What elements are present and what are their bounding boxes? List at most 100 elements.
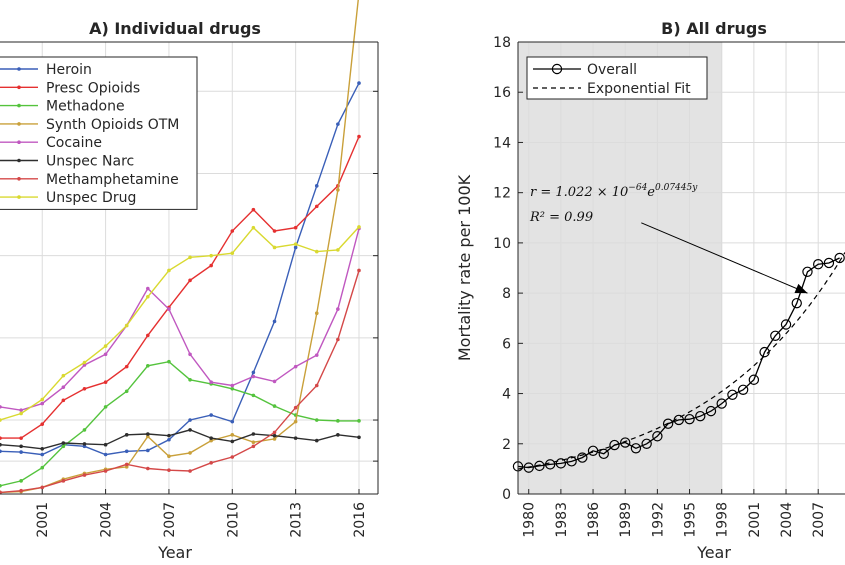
series-point-overall [566, 456, 577, 467]
panel-a-title: A) Individual drugs [89, 19, 261, 38]
panel-b-y-tick-label: 0 [502, 487, 511, 503]
legend-label: Unspec Drug [46, 190, 136, 206]
legend-item-presc-opioids: Presc Opioids [0, 80, 140, 96]
series-point-cocaine [61, 385, 66, 389]
legend-item-overall: Overall [533, 62, 637, 78]
legend-marker [17, 122, 21, 126]
legend-label: Presc Opioids [46, 80, 140, 96]
series-point-overall [812, 259, 824, 270]
series-point-presc-opioids [293, 225, 298, 230]
series-point-synth-opioids-otm [336, 188, 340, 192]
series-point-overall [555, 458, 567, 469]
series-point-unspec-drug [61, 373, 66, 378]
series-point-methadone [82, 428, 87, 432]
series-point-cocaine [230, 383, 235, 388]
series-point-heroin [230, 419, 235, 424]
panel-a-legend: Heroin Presc Opioids Methadone Synth Opioid… [0, 56, 198, 210]
series-point-unspec-narc [357, 435, 361, 440]
series-point-overall [577, 452, 588, 463]
series-point-methamphetamine [251, 444, 256, 449]
series-point-methadone [103, 405, 108, 409]
series-point-overall [770, 330, 781, 341]
series-point-unspec-narc [124, 433, 129, 437]
legend-marker [17, 103, 21, 108]
series-point-overall [620, 437, 631, 448]
series-point-overall [716, 398, 727, 409]
series-point-cocaine [0, 405, 2, 409]
legend-item-methadone: Methadone [0, 99, 125, 115]
series-point-unspec-narc [103, 442, 108, 447]
legend-label: Methamphetamine [46, 172, 179, 188]
series-point-methadone [124, 389, 129, 394]
series-point-overall [609, 439, 620, 451]
series-point-methamphetamine [40, 485, 45, 490]
series-line-cocaine [0, 228, 360, 411]
panel-b-y-tick-label: 8 [502, 286, 511, 302]
series-point-cocaine [40, 401, 45, 406]
series-point-unspec-narc [314, 438, 319, 443]
series-line-unspec-drug [0, 226, 360, 421]
series-point-cocaine [146, 286, 150, 291]
panel-b-y-tick-label: 2 [502, 437, 511, 453]
series-point-synth-opioids-otm [272, 437, 277, 441]
legend-item-synth-opioids-otm: Synth Opioids OTM [0, 117, 179, 133]
series-point-overall [598, 448, 609, 460]
series-point-synth-opioids-otm [209, 438, 213, 443]
series-point-overall [534, 460, 545, 472]
series-point-unspec-drug [188, 255, 192, 260]
series-point-unspec-drug [357, 225, 361, 229]
legend-item-unspec-drug: Unspec Drug [0, 190, 136, 206]
series-point-cocaine [188, 352, 192, 357]
series-point-heroin [19, 450, 23, 454]
legend-item-heroin: Heroin [0, 62, 92, 78]
series-point-methamphetamine [82, 473, 87, 477]
series-point-heroin [103, 452, 108, 457]
series-point-synth-opioids-otm [146, 434, 150, 439]
legend-label: Cocaine [46, 135, 102, 151]
panel-b-x-tick-label: 1980 [522, 502, 538, 538]
legend-item-methamphetamine: Methamphetamine [0, 172, 179, 188]
series-point-overall [834, 252, 845, 264]
series-point-presc-opioids [251, 207, 256, 212]
series-point-unspec-narc [82, 442, 87, 446]
series-point-presc-opioids [357, 134, 361, 139]
series-point-methamphetamine [314, 383, 319, 388]
panel-b-y-axis-label: Mortality rate per 100K [455, 174, 474, 361]
series-point-methadone [167, 359, 171, 364]
series-point-unspec-drug [167, 268, 171, 273]
series-point-methamphetamine [357, 268, 361, 273]
legend-label: Synth Opioids OTM [46, 117, 179, 133]
panel-b-y-tick-label: 6 [502, 336, 511, 352]
panel-a-legend-box [0, 56, 198, 210]
series-point-methadone [61, 444, 66, 449]
series-point-unspec-drug [251, 225, 256, 230]
series-point-overall [695, 410, 706, 422]
series-point-heroin [293, 245, 298, 250]
panel-b-y-tick-label: 16 [493, 85, 511, 101]
series-line-presc-opioids [0, 136, 360, 439]
panel-b-chart: B) All drugs 0 2 4 6 8 10 12 14 16 18 1980 1983 1986… [455, 19, 845, 562]
legend-marker [551, 63, 563, 75]
panel-a-chart: A) Individual drugs 2001 2004 2007 2010 2013… [0, 0, 379, 562]
panel-b-x-tick-label: 1983 [554, 502, 570, 538]
legend-marker [17, 158, 21, 163]
panel-a-x-tick-label: 2001 [35, 502, 51, 538]
series-point-unspec-drug [19, 411, 23, 416]
series-line-overall [517, 257, 840, 469]
panel-a-series-methamphetamine [0, 268, 361, 495]
panel-a-x-tick-label: 2007 [162, 502, 178, 538]
annotation-arrowhead [794, 283, 808, 294]
panel-b-y-tick-label: 14 [493, 135, 511, 151]
series-point-presc-opioids [188, 278, 192, 283]
series-point-heroin [272, 319, 277, 324]
series-point-synth-opioids-otm [124, 465, 129, 469]
series-point-heroin [336, 122, 340, 126]
series-point-presc-opioids [0, 436, 2, 440]
series-point-unspec-narc [272, 433, 277, 438]
series-point-methamphetamine [19, 488, 23, 493]
series-point-overall [737, 384, 749, 395]
series-point-presc-opioids [272, 229, 277, 233]
series-point-presc-opioids [19, 436, 23, 440]
series-point-overall [727, 389, 738, 401]
series-point-unspec-narc [146, 432, 150, 436]
